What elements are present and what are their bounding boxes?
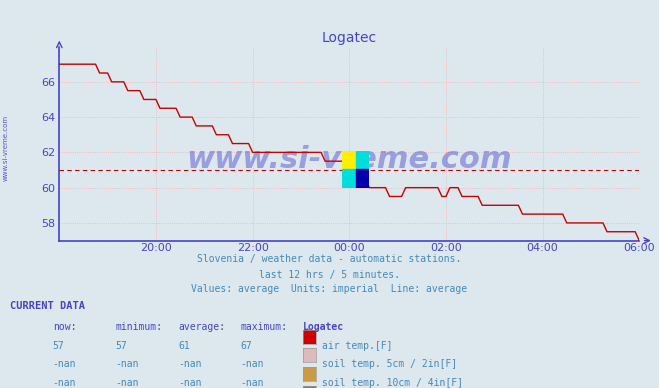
Text: average:: average: xyxy=(178,322,225,332)
Text: www.si-vreme.com: www.si-vreme.com xyxy=(186,145,512,173)
Text: -nan: -nan xyxy=(241,378,264,388)
Text: 57: 57 xyxy=(115,341,127,351)
Text: soil temp. 5cm / 2in[F]: soil temp. 5cm / 2in[F] xyxy=(322,359,457,369)
Bar xyxy=(343,151,356,169)
Text: -nan: -nan xyxy=(115,359,139,369)
Text: 61: 61 xyxy=(178,341,190,351)
Text: Values: average  Units: imperial  Line: average: Values: average Units: imperial Line: av… xyxy=(191,284,468,294)
Text: -nan: -nan xyxy=(178,378,202,388)
Text: Slovenia / weather data - automatic stations.: Slovenia / weather data - automatic stat… xyxy=(197,254,462,264)
Text: maximum:: maximum: xyxy=(241,322,287,332)
Text: last 12 hrs / 5 minutes.: last 12 hrs / 5 minutes. xyxy=(259,270,400,280)
Text: -nan: -nan xyxy=(178,359,202,369)
Text: -nan: -nan xyxy=(115,378,139,388)
Title: Logatec: Logatec xyxy=(322,31,377,45)
Bar xyxy=(343,169,356,188)
Text: now:: now: xyxy=(53,322,76,332)
Text: air temp.[F]: air temp.[F] xyxy=(322,341,392,351)
Text: -nan: -nan xyxy=(241,359,264,369)
Text: 67: 67 xyxy=(241,341,252,351)
Bar xyxy=(356,151,369,169)
Text: Logatec: Logatec xyxy=(303,322,344,332)
Text: -nan: -nan xyxy=(53,378,76,388)
Bar xyxy=(356,169,369,188)
Text: -nan: -nan xyxy=(53,359,76,369)
Text: soil temp. 10cm / 4in[F]: soil temp. 10cm / 4in[F] xyxy=(322,378,463,388)
Text: CURRENT DATA: CURRENT DATA xyxy=(10,301,85,311)
Text: www.si-vreme.com: www.si-vreme.com xyxy=(2,114,9,180)
Text: minimum:: minimum: xyxy=(115,322,162,332)
Text: 57: 57 xyxy=(53,341,65,351)
